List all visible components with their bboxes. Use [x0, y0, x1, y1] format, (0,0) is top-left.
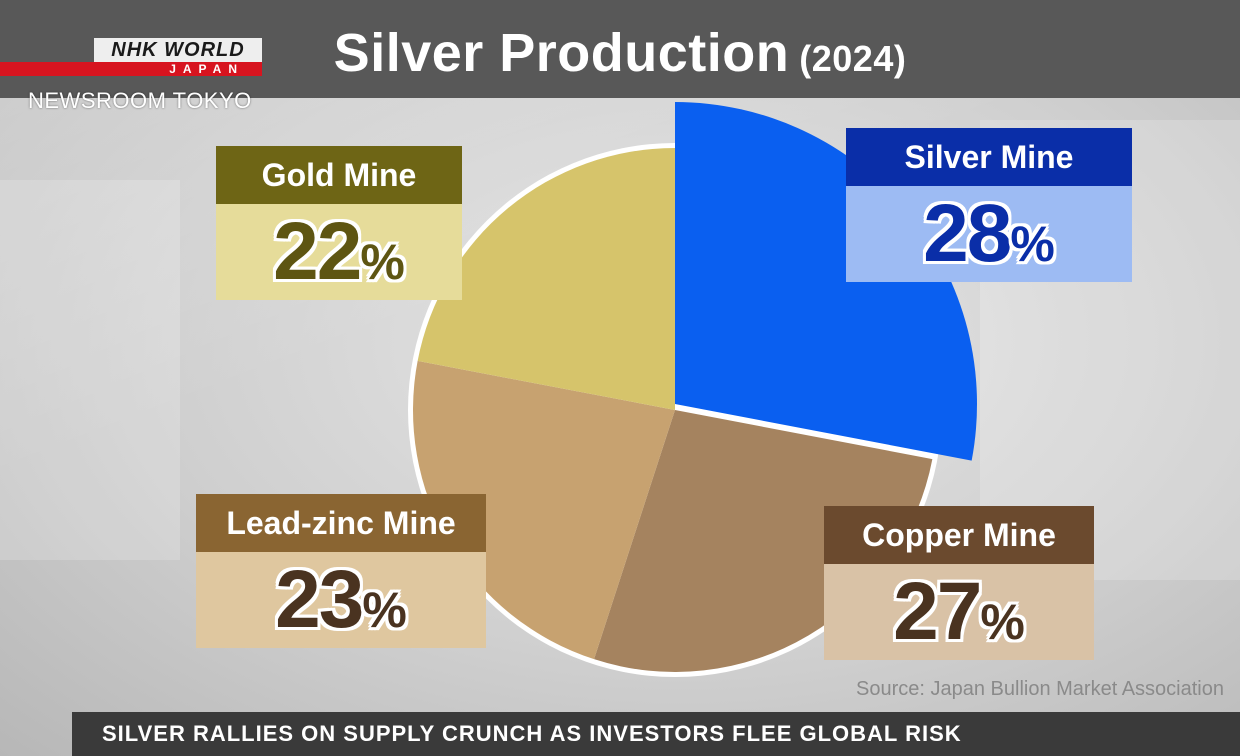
slice-label: Silver Mine	[846, 128, 1132, 186]
title-text: Silver Production	[333, 23, 790, 83]
slice-value-unit: %	[360, 234, 405, 290]
program-name: NEWSROOM TOKYO	[28, 88, 252, 113]
slice-value: 27%	[824, 564, 1094, 660]
pie-slice-silver-mine	[675, 102, 977, 461]
slice-label: Lead-zinc Mine	[196, 494, 486, 552]
slice-value-number: 27	[893, 566, 982, 657]
source-note: Source: Japan Bullion Market Association	[856, 678, 1224, 700]
label-gold-mine: Gold Mine 22%	[216, 146, 462, 300]
label-lead-zinc-mine: Lead-zinc Mine 23%	[196, 494, 486, 648]
background-panel	[0, 180, 180, 560]
slice-value: 22%	[216, 204, 462, 300]
slice-value-unit: %	[1010, 216, 1055, 272]
slice-value: 23%	[196, 552, 486, 648]
slice-value-number: 23	[275, 554, 364, 645]
pie-slice-gold-mine	[417, 148, 675, 410]
slice-value-number: 28	[923, 188, 1012, 279]
title-year: (2024)	[799, 38, 907, 79]
label-copper-mine: Copper Mine 27%	[824, 506, 1094, 660]
logo-nhk-world: NHK WORLD	[94, 38, 262, 62]
logo-japan: JAPAN	[0, 62, 262, 76]
chart-title: Silver Production (2024)	[0, 22, 1240, 84]
pie-slice-lead-zinc-mine	[412, 360, 675, 660]
slice-label: Copper Mine	[824, 506, 1094, 564]
slice-value: 28%	[846, 186, 1132, 282]
slice-label: Gold Mine	[216, 146, 462, 204]
slice-value-number: 22	[273, 206, 362, 297]
news-ticker: SILVER RALLIES ON SUPPLY CRUNCH AS INVES…	[72, 712, 1240, 756]
label-silver-mine: Silver Mine 28%	[846, 128, 1132, 282]
ticker-text: SILVER RALLIES ON SUPPLY CRUNCH AS INVES…	[102, 721, 962, 746]
slice-value-unit: %	[362, 582, 407, 638]
slice-value-unit: %	[980, 594, 1025, 650]
nhk-world-logo: NHK WORLD JAPAN	[0, 38, 262, 78]
